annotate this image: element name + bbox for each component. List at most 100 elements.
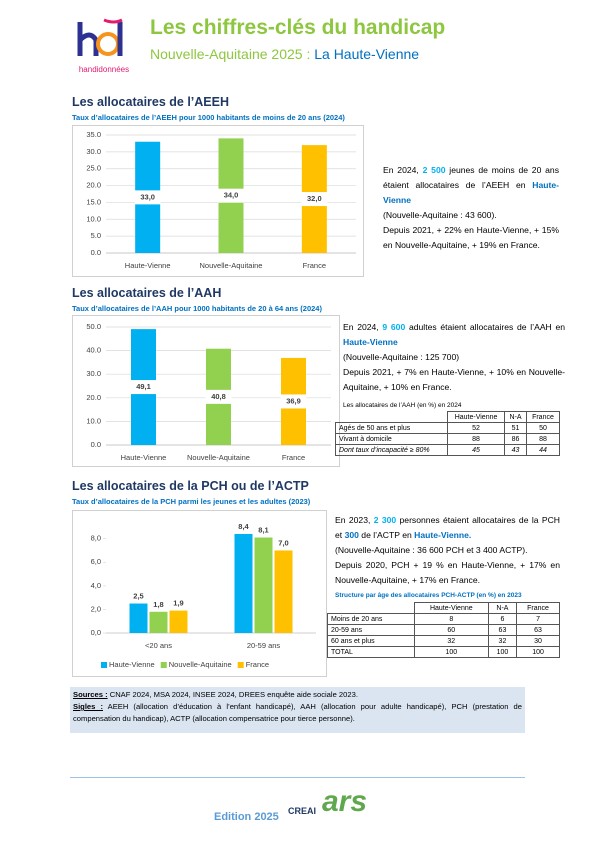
bar	[169, 610, 188, 633]
value-label-bg	[134, 190, 161, 205]
paragraph-line: En 2024, 2 500 jeunes de moins de 20 ans…	[383, 163, 559, 208]
column-header: France	[525, 411, 561, 423]
table-cell: 86	[504, 433, 527, 445]
table-row: TOTAL 100 100 100	[327, 646, 560, 658]
table-cell: 52	[447, 422, 506, 434]
row-label: Agés de 50 ans et plus	[334, 422, 449, 434]
y-tick-label: 15.0	[86, 197, 101, 206]
y-tick-label: 10.0	[86, 416, 101, 425]
paragraph-line: En 2023, 2 300 personnes étaient allocat…	[335, 513, 560, 543]
table-row: Agés de 50 ans et plus 52 51 50	[334, 422, 561, 434]
text-run: En 2023,	[335, 515, 374, 525]
table-cell: 88	[525, 433, 561, 445]
y-tick-label: 30.0	[86, 369, 101, 378]
y-tick-label: 30.0	[86, 147, 101, 156]
text-run: de l’ACTP en	[358, 530, 415, 540]
value-label: 36,9	[286, 396, 301, 405]
edition: Edition 2025	[214, 811, 279, 823]
paragraph: En 2023, 2 300 personnes étaient allocat…	[335, 513, 560, 588]
y-tick-label: 25.0	[86, 164, 101, 173]
value-label: 7,0	[278, 538, 288, 547]
x-tick-label: Haute-Vienne	[121, 453, 167, 462]
value-label-bg	[130, 380, 157, 395]
table-row: Moins de 20 ans 8 6 7	[327, 613, 560, 625]
text-run: Depuis 2021, + 7% en Haute-Vienne, + 10%…	[343, 367, 565, 392]
legend-label: Haute-Vienne	[109, 660, 155, 669]
sigles: Sigles : AEEH (allocation d’éducation à …	[73, 701, 522, 725]
column-header: France	[516, 602, 560, 614]
table-cell: 6	[487, 613, 518, 625]
row-label: TOTAL	[327, 646, 415, 658]
logo-text: handidonnées	[78, 65, 130, 74]
table-cell: 100	[487, 646, 518, 658]
value-label: 1,8	[153, 600, 163, 609]
value-label: 40,8	[211, 392, 226, 401]
column-header: Haute-Vienne	[413, 602, 489, 614]
chart: 0,0 2,0 4,0 6,0 8,0 <20 ans 2,5 1,8 1,9 20-59 ans…	[72, 510, 327, 677]
y-tick-label: 0,0	[91, 628, 101, 637]
legend-swatch	[101, 662, 107, 668]
value-label: 2,5	[133, 592, 143, 601]
sources: Sources : CNAF 2024, MSA 2024, INSEE 202…	[73, 689, 522, 701]
y-tick-label: 5.0	[91, 231, 101, 240]
table-corner	[327, 602, 415, 614]
table-cell: 60	[413, 624, 489, 636]
bar	[129, 603, 148, 633]
paragraph-line: (Nouvelle-Aquitaine : 36 600 PCH et 3 40…	[335, 543, 560, 558]
x-tick-label: Nouvelle-Aquitaine	[187, 453, 250, 462]
paragraph-line: Depuis 2021, + 7% en Haute-Vienne, + 10%…	[343, 365, 565, 395]
footer-rule	[70, 777, 525, 778]
highlight: 2 300	[373, 515, 397, 525]
table-corner	[335, 411, 449, 423]
paragraph-line: Depuis 2021, + 22% en Haute-Vienne, + 15…	[383, 223, 559, 253]
row-label: 20-59 ans	[327, 624, 415, 636]
logo-creai: CREAI	[288, 806, 317, 816]
sigles-text: AEEH (allocation d’éducation à l’enfant …	[73, 702, 522, 723]
table-row: Dont taux d’incapacité ≥ 80% 45 43 44	[334, 444, 561, 456]
text-run: En 2024,	[343, 322, 383, 332]
row-label: Dont taux d’incapacité ≥ 80%	[334, 444, 449, 456]
row-label: Moins de 20 ans	[327, 613, 415, 625]
paragraph-line: En 2024, 9 600 adultes étaient allocatai…	[343, 320, 565, 350]
chart: 0.0 5.0 10.0 15.0 20.0 25.0 30.0 35.0 Haute-Vien…	[72, 125, 364, 277]
table-row: Vivant à domicile 88 86 88	[334, 433, 561, 445]
table-cell: 63	[516, 624, 560, 636]
paragraph-line: Depuis 2020, PCH + 19 % en Haute-Vienne,…	[335, 558, 560, 588]
x-tick-label: Nouvelle-Aquitaine	[200, 261, 263, 270]
y-tick-label: 40.0	[86, 346, 101, 355]
logo: handidonnées	[74, 18, 144, 74]
y-tick-label: 0.0	[91, 248, 101, 257]
table-cell: 30	[516, 635, 560, 647]
bar	[149, 611, 168, 633]
bar	[274, 550, 293, 633]
legend-swatch	[237, 662, 244, 668]
main-title: Les chiffres-clés du handicap	[150, 16, 446, 39]
section-subtitle: Taux d’allocataires de l’AEEH pour 1000 …	[72, 113, 345, 122]
x-tick-label: 20-59 ans	[247, 641, 281, 650]
table-cell: 100	[516, 646, 560, 658]
row-label: 60 ans et plus	[327, 635, 415, 647]
highlight: 2 500	[422, 165, 446, 175]
text-run: jeunes de moins de 20 ans étaient alloca…	[383, 165, 559, 190]
paragraph: En 2024, 9 600 adultes étaient allocatai…	[343, 320, 565, 395]
y-tick-label: 20.0	[86, 181, 101, 190]
value-label-bg	[205, 389, 232, 404]
legend-label: France	[246, 660, 269, 669]
value-label: 33,0	[140, 192, 155, 201]
value-label: 8,1	[258, 525, 268, 534]
text-run: personnes étaient allocataires de la PCH…	[335, 515, 561, 540]
highlight: Haute-Vienne.	[414, 530, 472, 540]
text-run: (Nouvelle-Aquitaine : 36 600 PCH et 3 40…	[335, 545, 528, 555]
sigles-label: Sigles :	[73, 702, 103, 711]
subtitle-place: La Haute-Vienne	[314, 46, 420, 62]
sources-box: Sources : CNAF 2024, MSA 2024, INSEE 202…	[70, 687, 525, 733]
table-cell: 44	[525, 444, 561, 456]
column-header: N-A	[487, 602, 518, 614]
table: Haute-Vienne N-A France Moins de 20 ans 8 6 7 2…	[327, 602, 560, 658]
section-subtitle: Taux d’allocataires de la PCH parmi les …	[72, 497, 311, 506]
table-cell: 8	[413, 613, 489, 625]
y-tick-label: 2,0	[91, 604, 101, 613]
table-cell: 51	[504, 422, 527, 434]
x-tick-label: France	[282, 453, 305, 462]
value-label-bg	[280, 394, 307, 409]
